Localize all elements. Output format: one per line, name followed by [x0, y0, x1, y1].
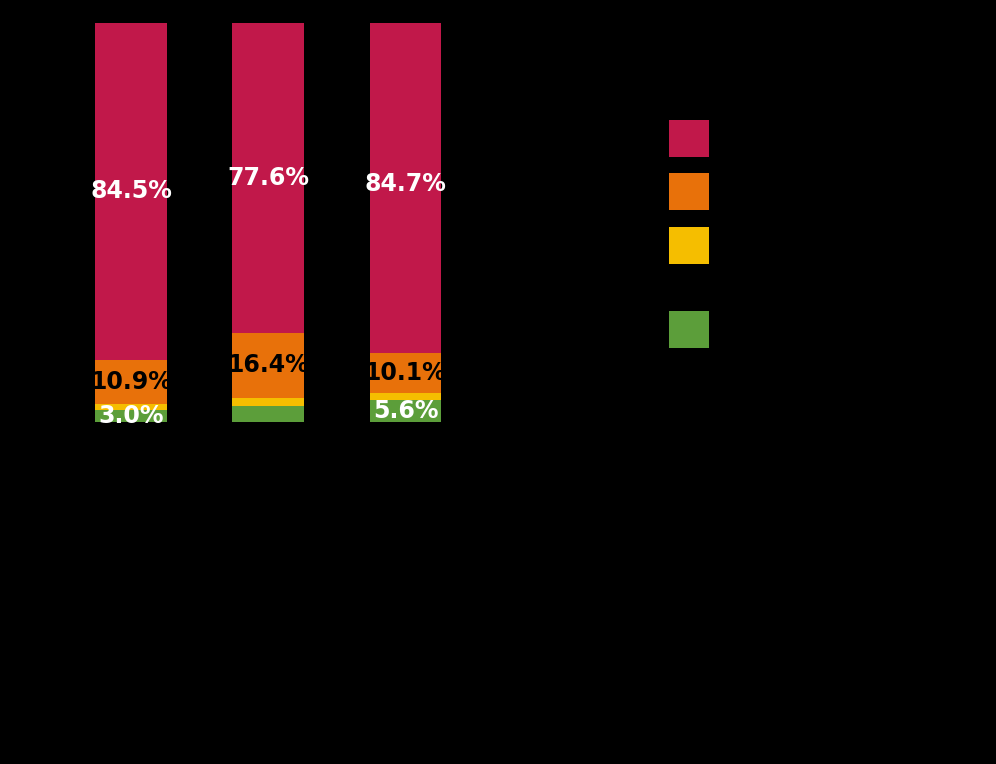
Bar: [232, 406, 305, 422]
Bar: [370, 15, 441, 353]
Bar: [96, 403, 167, 410]
Text: 16.4%: 16.4%: [227, 353, 309, 377]
Bar: [370, 400, 441, 422]
Bar: [232, 23, 305, 332]
Text: 3.0%: 3.0%: [99, 404, 164, 428]
Text: 84.5%: 84.5%: [91, 180, 172, 203]
Bar: [96, 360, 167, 403]
Bar: [232, 398, 305, 406]
Bar: [96, 410, 167, 422]
Text: 10.9%: 10.9%: [91, 370, 172, 393]
Bar: [370, 393, 441, 400]
Bar: [370, 353, 441, 393]
Text: 77.6%: 77.6%: [227, 166, 310, 189]
Text: 5.6%: 5.6%: [373, 399, 438, 422]
Text: 10.1%: 10.1%: [365, 361, 446, 385]
Text: 84.7%: 84.7%: [365, 172, 446, 196]
Bar: [96, 23, 167, 360]
Bar: [232, 332, 305, 398]
